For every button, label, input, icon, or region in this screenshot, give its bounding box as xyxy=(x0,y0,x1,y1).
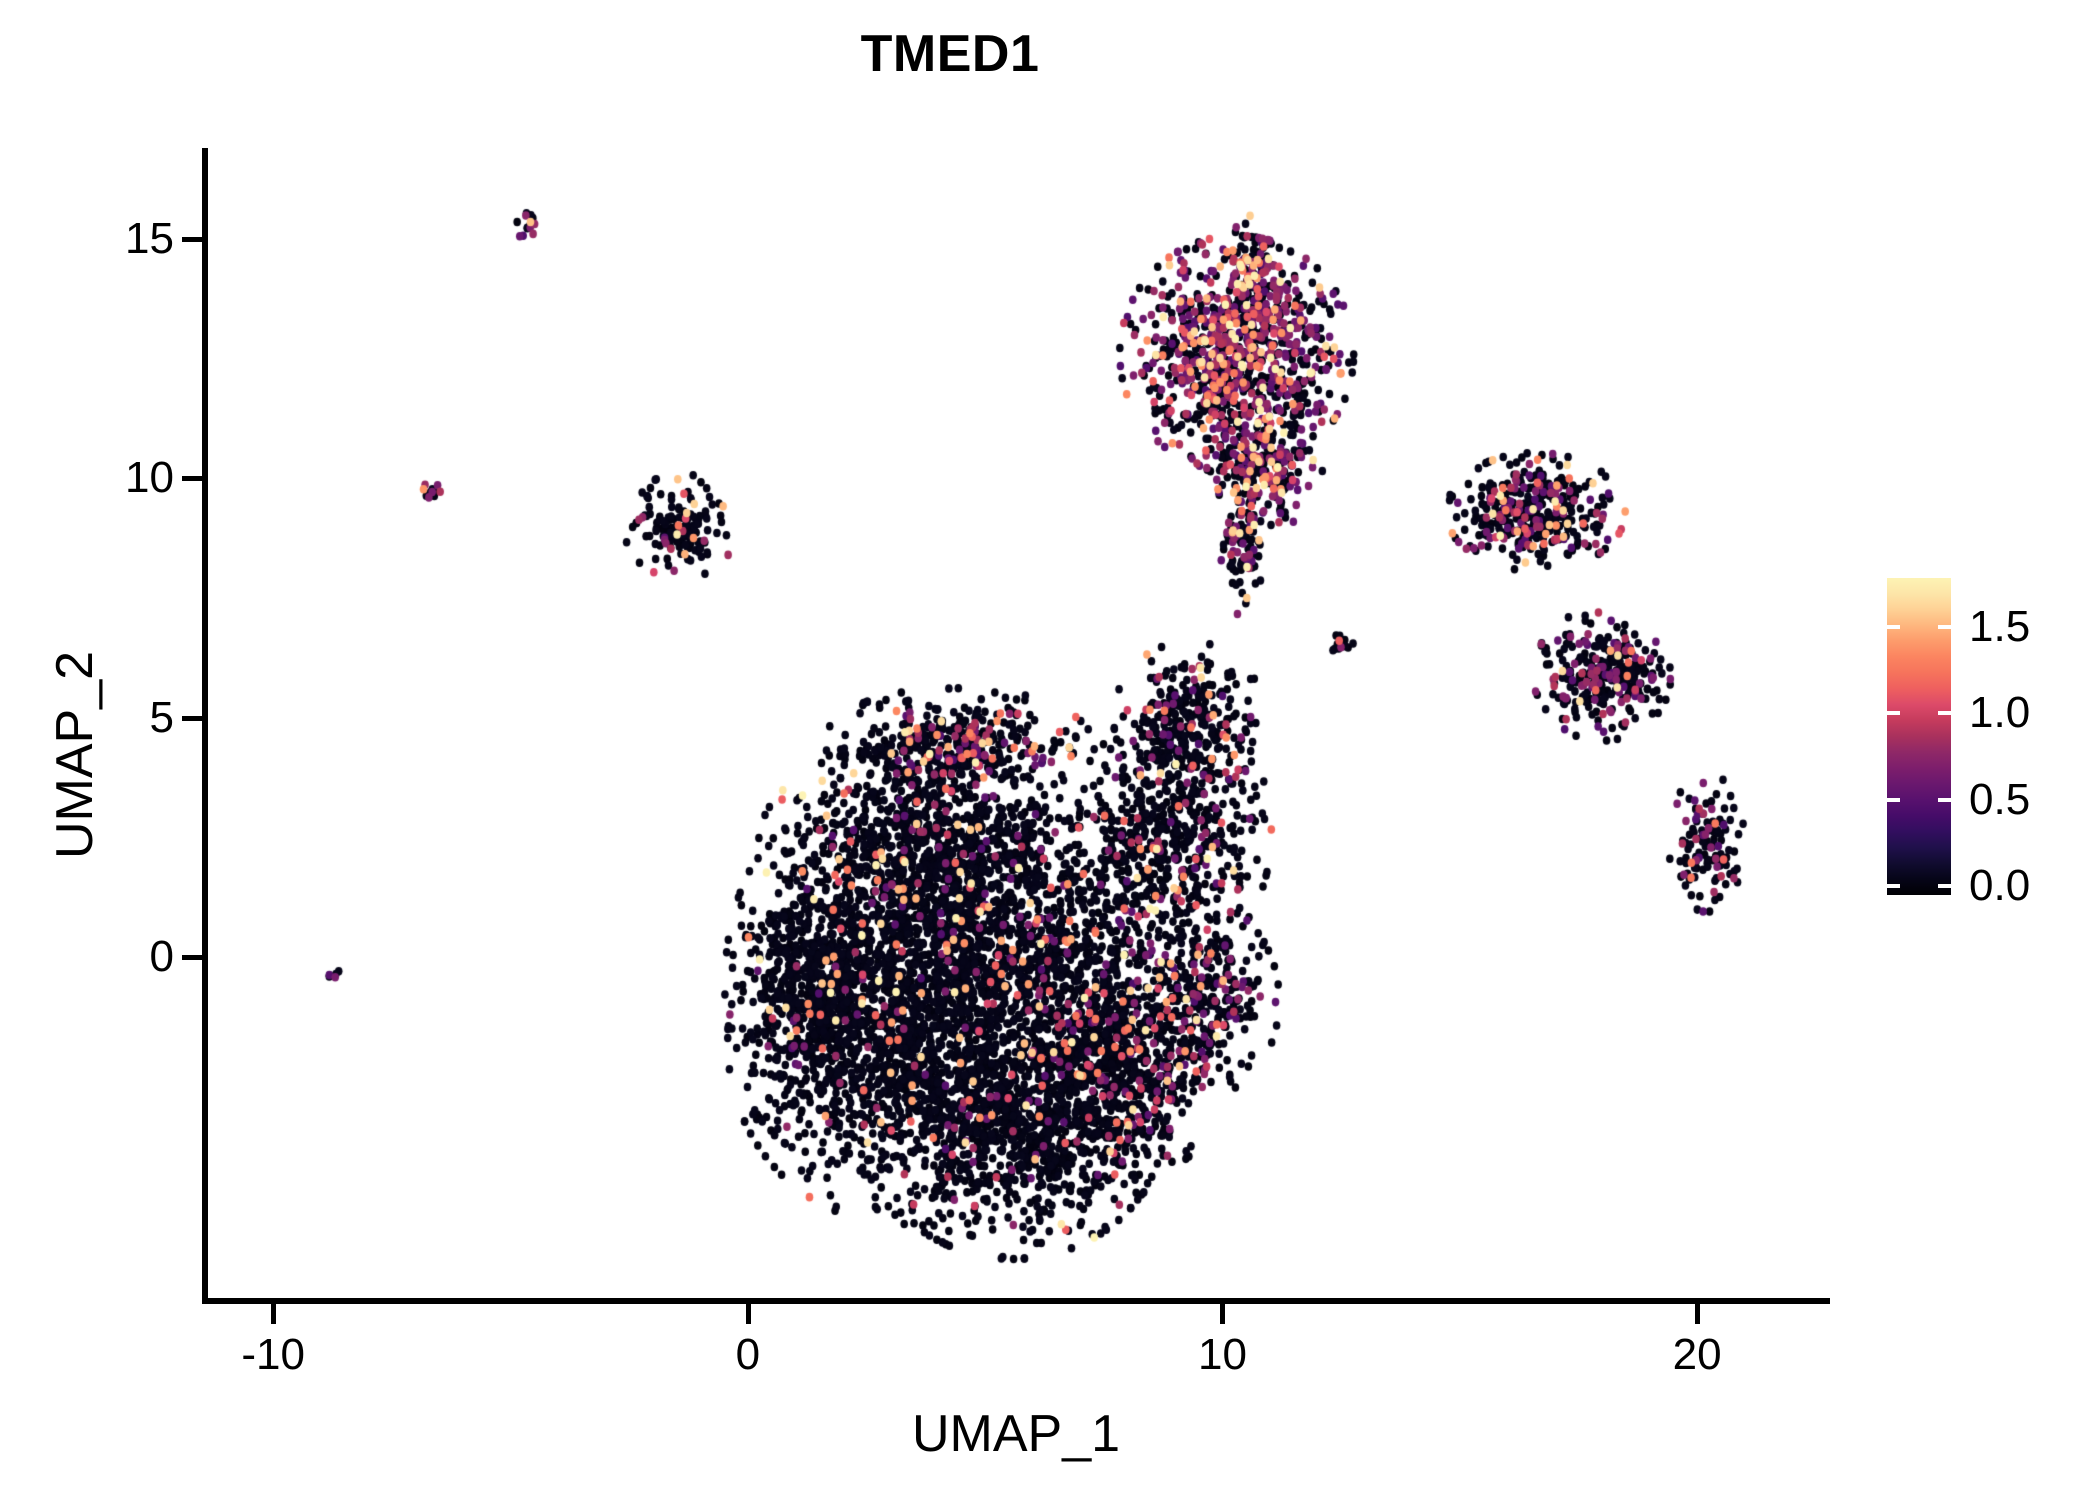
colorbar-tick-label: 1.5 xyxy=(1969,601,2031,651)
x-tick-label: 20 xyxy=(1672,1330,1722,1379)
x-tick-label: 0 xyxy=(735,1330,761,1379)
y-tick-label: 15 xyxy=(125,213,174,263)
y-tick-mark xyxy=(182,955,202,961)
y-tick-mark xyxy=(182,236,202,242)
y-tick-mark xyxy=(182,715,202,721)
colorbar-tick-label: 0.5 xyxy=(1969,774,2031,824)
x-tick-mark xyxy=(1695,1304,1701,1324)
x-tick-mark xyxy=(745,1304,751,1324)
y-axis-line xyxy=(202,148,208,1304)
x-tick-mark xyxy=(1220,1304,1226,1324)
x-tick-mark xyxy=(271,1304,277,1324)
y-tick-label: 0 xyxy=(149,932,174,982)
y-tick-label: 10 xyxy=(125,453,174,503)
x-axis-title: UMAP_1 xyxy=(911,1405,1121,1463)
y-tick-label: 5 xyxy=(149,692,174,742)
colorbar-legend: 0.0 0.5 1.0 1.5 xyxy=(1887,578,2087,910)
colorbar-tick-label: 0.0 xyxy=(1969,861,2031,911)
x-tick-label: 10 xyxy=(1197,1330,1247,1379)
colorbar-tick-label: 1.0 xyxy=(1969,688,2031,738)
y-axis-title: UMAP_2 xyxy=(46,650,104,860)
x-axis-line xyxy=(202,1298,1830,1304)
colorbar-gradient xyxy=(1887,578,1951,895)
y-tick-mark xyxy=(182,476,202,482)
x-tick-label: -10 xyxy=(241,1330,305,1379)
